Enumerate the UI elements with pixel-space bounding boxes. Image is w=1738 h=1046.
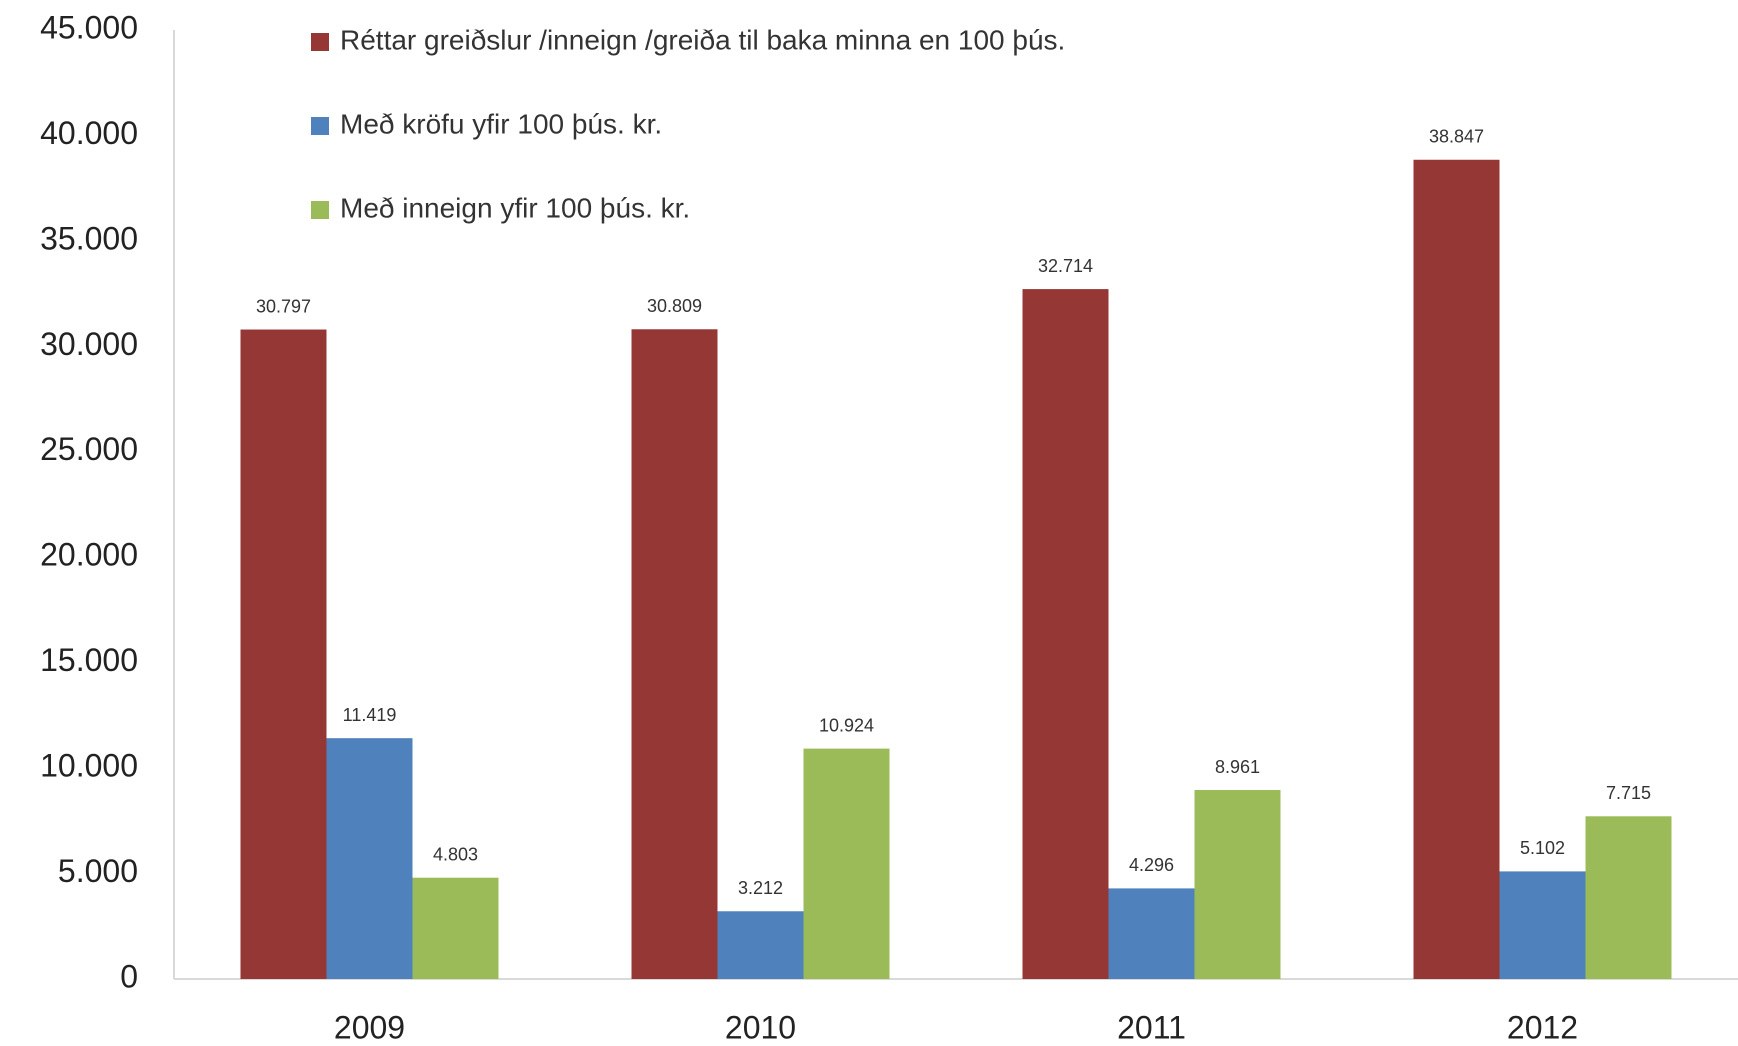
data-label: 32.714 xyxy=(1038,256,1093,276)
bar xyxy=(803,748,890,979)
y-tick-label: 45.000 xyxy=(40,9,138,45)
y-tick-label: 15.000 xyxy=(40,642,138,678)
bar xyxy=(1022,289,1109,979)
bar xyxy=(631,329,718,979)
x-tick-label: 2010 xyxy=(725,1009,796,1045)
data-label: 7.715 xyxy=(1606,783,1651,803)
y-tick-label: 30.000 xyxy=(40,326,138,362)
data-label: 10.924 xyxy=(819,715,874,735)
legend-swatch xyxy=(311,201,329,219)
x-tick-label: 2012 xyxy=(1507,1009,1578,1045)
bar xyxy=(1413,159,1500,979)
data-label: 4.803 xyxy=(433,844,478,864)
data-label: 4.296 xyxy=(1129,855,1174,875)
data-label: 38.847 xyxy=(1429,127,1484,147)
data-label: 30.797 xyxy=(256,296,311,316)
data-label: 8.961 xyxy=(1215,757,1260,777)
bar xyxy=(1499,871,1586,979)
legend-swatch xyxy=(311,117,329,135)
y-tick-label: 20.000 xyxy=(40,537,138,573)
legend-swatch xyxy=(311,33,329,51)
y-tick-label: 25.000 xyxy=(40,431,138,467)
y-tick-label: 0 xyxy=(120,958,138,994)
x-tick-label: 2011 xyxy=(1117,1009,1186,1045)
y-tick-label: 10.000 xyxy=(40,748,138,784)
legend-label: Réttar greiðslur /inneign /greiða til ba… xyxy=(340,24,1065,55)
y-tick-label: 35.000 xyxy=(40,220,138,256)
legend-label: Með kröfu yfir 100 þús. kr. xyxy=(340,108,662,139)
bar xyxy=(326,738,413,979)
bar xyxy=(240,329,327,979)
x-tick-label: 2009 xyxy=(334,1009,405,1045)
data-label: 3.212 xyxy=(738,878,783,898)
data-label: 11.419 xyxy=(343,705,397,725)
bar xyxy=(717,911,804,979)
bar xyxy=(1585,816,1672,979)
bar xyxy=(1194,790,1281,979)
bar xyxy=(412,877,499,979)
data-label: 5.102 xyxy=(1520,838,1565,858)
legend-label: Með inneign yfir 100 þús. kr. xyxy=(340,192,690,223)
data-label: 30.809 xyxy=(647,296,702,316)
y-tick-label: 40.000 xyxy=(40,115,138,151)
y-tick-label: 5.000 xyxy=(58,853,138,889)
bar xyxy=(1108,888,1195,979)
